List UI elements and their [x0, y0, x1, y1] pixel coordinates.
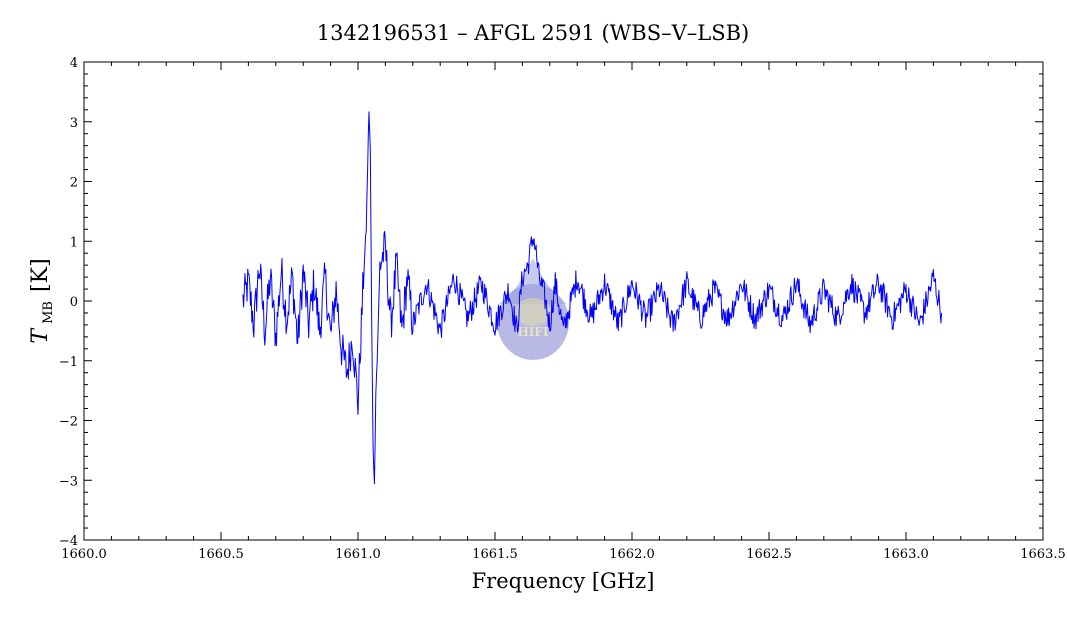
svg-text:T MB [K]: T MB [K]	[28, 258, 56, 343]
x-tick-label: 1663.0	[883, 547, 929, 562]
y-axis-label-symbol: T	[28, 327, 53, 344]
axis-ticks	[83, 61, 1044, 541]
x-tick-label: 1662.5	[746, 547, 792, 562]
y-axis-label-subscript: MB	[41, 301, 56, 324]
y-tick-label: −2	[59, 415, 78, 430]
x-tick-label: 1661.0	[335, 547, 381, 562]
spectrum-series-line	[242, 111, 943, 485]
x-tick-label: 1661.5	[472, 547, 518, 562]
y-tick-label: −3	[59, 474, 78, 489]
x-tick-label: 1660.5	[198, 547, 244, 562]
y-tick-label: 0	[70, 295, 78, 310]
hifi-watermark-logo: HIFI	[497, 258, 569, 360]
y-axis-label-unit: [K]	[28, 258, 53, 292]
hifi-watermark-text: HIFI	[517, 325, 548, 339]
y-tick-label: −1	[59, 355, 78, 370]
y-tick-label: 1	[70, 235, 78, 250]
y-tick-label: 2	[70, 176, 78, 191]
x-tick-label: 1660.0	[61, 547, 107, 562]
y-tick-label: 3	[70, 116, 78, 131]
axis-tick-labels: 1660.0 1660.5 1661.0 1661.5 1662.0 1662.5 1663…	[59, 56, 1066, 562]
x-tick-label: 1662.0	[609, 547, 655, 562]
x-tick-label: 1663.5	[1020, 547, 1066, 562]
y-tick-label: 4	[70, 56, 78, 71]
chart-title: 1342196531 – AFGL 2591 (WBS–V–LSB)	[317, 21, 749, 45]
x-axis-label: Frequency [GHz]	[472, 569, 655, 593]
y-axis-label: T MB [K]	[28, 258, 56, 343]
y-tick-label: −4	[59, 534, 78, 549]
